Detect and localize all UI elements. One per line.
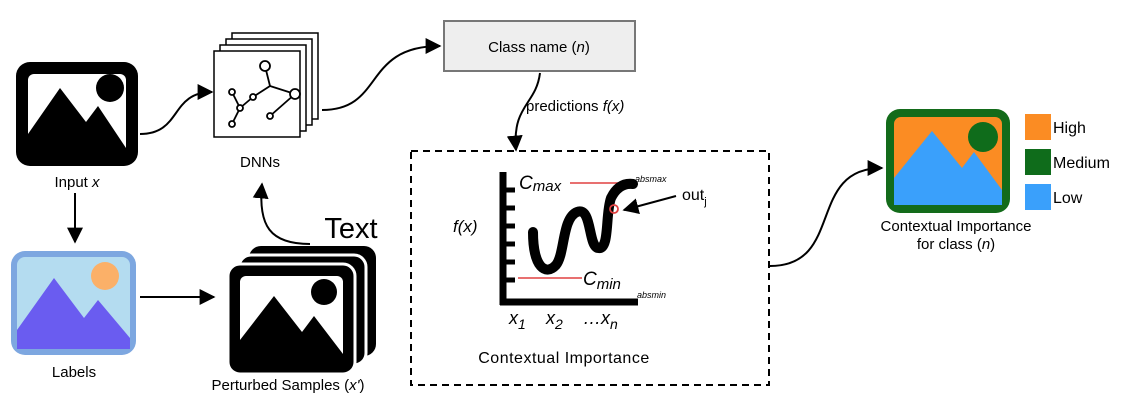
arrow-input-to-dnns bbox=[139, 84, 214, 135]
legend: High Medium Low bbox=[1025, 114, 1110, 210]
out-label: outj bbox=[682, 187, 707, 208]
output-label-line1: Contextual Importance bbox=[881, 218, 1032, 235]
arrow-dnns-to-class bbox=[321, 38, 442, 111]
absmax-label: absmax bbox=[635, 174, 667, 184]
arrow-to-out bbox=[622, 195, 677, 214]
legend-label-high: High bbox=[1053, 120, 1086, 137]
legend-swatch-high bbox=[1025, 114, 1051, 140]
ci-box-title: Contextual Importance bbox=[478, 350, 649, 367]
ci-plot-axes bbox=[499, 172, 638, 306]
output-image-icon bbox=[886, 109, 1010, 213]
ci-curve bbox=[528, 178, 638, 275]
labels-image-icon bbox=[11, 251, 136, 355]
arrow-class-to-ci bbox=[506, 72, 541, 152]
cmin-label: Cmin bbox=[583, 269, 621, 293]
input-label: Input x bbox=[54, 174, 100, 191]
arrow-ci-to-output bbox=[769, 160, 884, 267]
class-name-box bbox=[443, 20, 636, 72]
network-icon bbox=[228, 60, 301, 128]
absmin-label: absmin bbox=[637, 290, 666, 300]
dnns-stack-icon bbox=[213, 32, 319, 138]
out-marker bbox=[609, 204, 619, 214]
contextual-importance-box bbox=[410, 150, 770, 386]
perturbed-overlay-text: Text bbox=[324, 213, 377, 245]
perturbed-samples-icon bbox=[226, 246, 376, 376]
legend-label-medium: Medium bbox=[1053, 155, 1110, 172]
cmax-label: Cmax bbox=[519, 173, 562, 195]
class-name-label: Class name (n) bbox=[488, 39, 590, 56]
arrow-perturbed-to-dnns bbox=[252, 182, 311, 245]
legend-swatch-low bbox=[1025, 184, 1051, 210]
labels-label: Labels bbox=[52, 364, 96, 381]
dnns-label: DNNs bbox=[240, 154, 280, 171]
x1-label: x1 bbox=[508, 308, 526, 332]
legend-swatch-medium bbox=[1025, 149, 1051, 175]
output-label-line2: for class (n) bbox=[917, 236, 995, 253]
input-image-icon bbox=[16, 62, 138, 166]
predictions-label: predictions f(x) bbox=[526, 98, 624, 115]
xn-label: …xn bbox=[583, 308, 618, 332]
x2-label: x2 bbox=[545, 308, 563, 332]
y-axis-label: f(x) bbox=[453, 217, 478, 236]
legend-label-low: Low bbox=[1053, 190, 1083, 207]
perturbed-label: Perturbed Samples (x') bbox=[212, 377, 365, 394]
